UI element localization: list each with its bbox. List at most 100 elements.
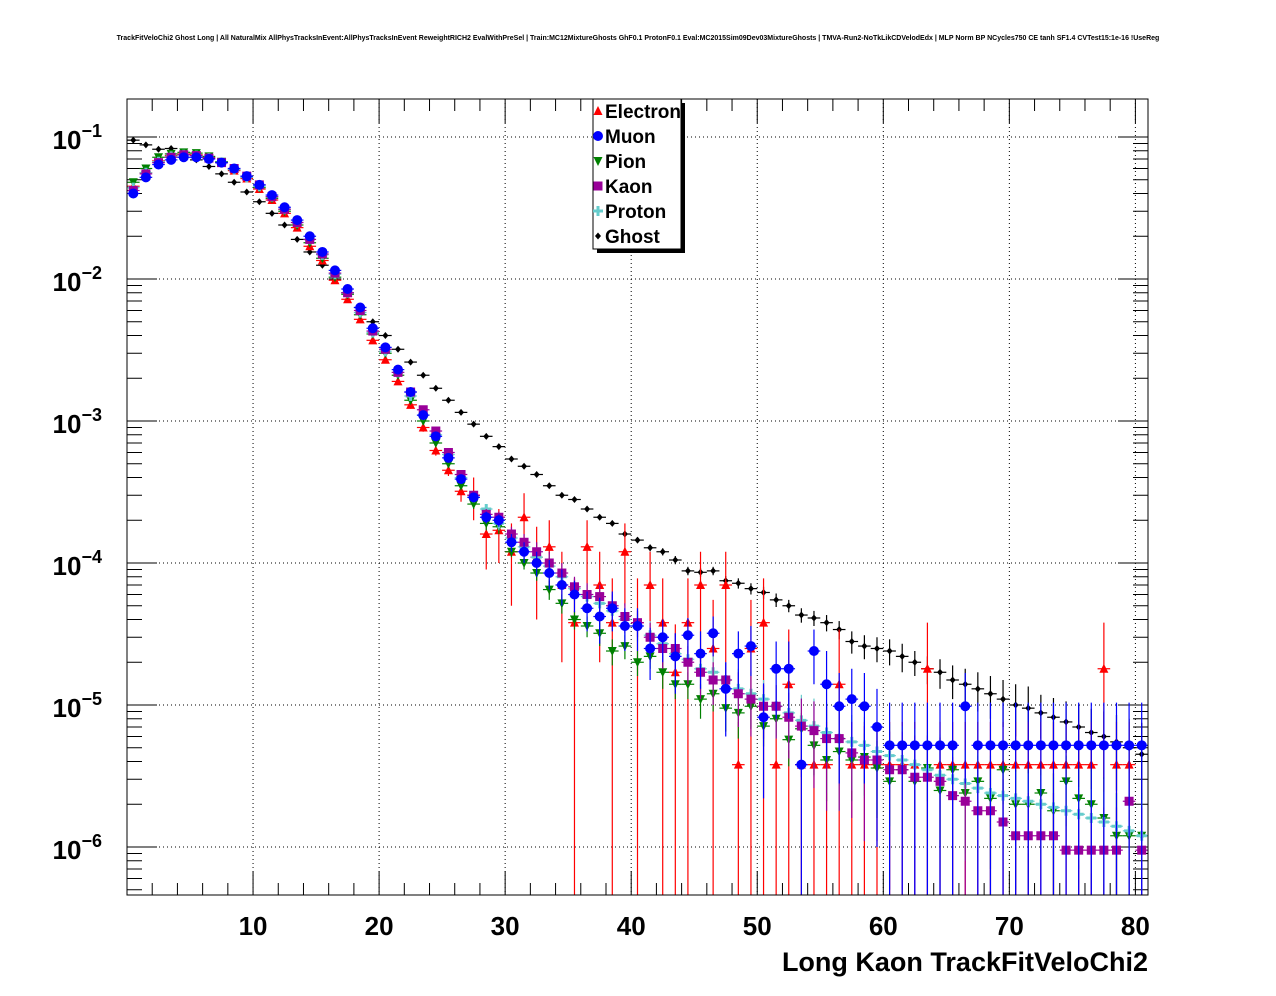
series-muon — [127, 152, 1148, 895]
y-tick-label: 10−3 — [53, 405, 102, 439]
data-point-marker — [506, 547, 516, 557]
data-point-marker — [861, 642, 868, 650]
data-point — [1047, 702, 1060, 895]
data-point — [1110, 702, 1123, 895]
y-tick-exponent: −5 — [81, 689, 102, 709]
data-point — [454, 474, 468, 485]
data-point-marker — [798, 611, 805, 619]
data-point-marker — [809, 726, 819, 736]
data-point — [278, 202, 291, 213]
data-point-marker — [420, 371, 427, 379]
data-point — [832, 673, 846, 784]
data-point — [933, 702, 947, 895]
data-point-marker — [960, 796, 970, 806]
data-point — [479, 511, 493, 524]
data-point-marker — [595, 592, 605, 602]
data-point-marker — [243, 188, 250, 196]
data-point-marker — [481, 512, 492, 523]
y-tick-base: 10 — [53, 551, 82, 581]
data-point — [744, 676, 758, 737]
data-point — [1034, 702, 1048, 895]
data-point — [631, 651, 644, 677]
data-point — [467, 420, 480, 428]
data-point-marker — [609, 519, 616, 527]
data-point — [732, 631, 745, 689]
data-point — [366, 323, 380, 334]
legend-label: Pion — [605, 152, 646, 173]
y-tick-label: 10−1 — [53, 121, 102, 155]
data-point-marker — [871, 721, 882, 732]
data-point-marker — [443, 452, 454, 463]
data-point — [996, 702, 1010, 895]
data-point-marker — [294, 235, 301, 243]
data-point — [227, 178, 241, 186]
legend-item-proton: Proton — [593, 202, 666, 223]
data-point — [391, 364, 405, 375]
data-point — [732, 721, 745, 895]
data-point-marker — [721, 579, 731, 589]
x-tick-label: 80 — [1121, 911, 1150, 941]
data-point-marker — [696, 695, 706, 705]
data-point — [202, 162, 216, 170]
data-point-marker — [469, 500, 479, 510]
data-point — [542, 559, 556, 590]
data-point-marker — [634, 536, 641, 544]
data-point — [568, 496, 581, 504]
data-point — [593, 597, 606, 644]
data-point-marker — [431, 438, 441, 448]
data-point — [807, 701, 821, 789]
data-point-marker — [481, 529, 491, 539]
data-point-marker — [733, 759, 743, 769]
data-point — [1084, 702, 1098, 895]
data-point — [908, 651, 922, 677]
data-point — [694, 631, 707, 689]
data-point-marker — [519, 559, 529, 568]
data-point — [240, 171, 254, 182]
data-point — [858, 635, 871, 660]
data-point — [341, 284, 354, 295]
data-point-marker — [796, 759, 807, 770]
data-point-marker — [683, 680, 693, 690]
data-point-marker — [810, 614, 817, 622]
data-point — [782, 599, 796, 613]
data-point — [517, 542, 531, 563]
data-point — [442, 396, 455, 404]
data-point-marker — [720, 683, 731, 694]
data-point-marker — [418, 422, 428, 432]
y-tick-base: 10 — [53, 693, 82, 723]
data-point-marker — [468, 492, 479, 503]
data-point — [1135, 702, 1148, 895]
data-point — [807, 629, 821, 685]
series-layer — [127, 136, 1148, 895]
data-point-marker — [684, 567, 691, 575]
y-tick-label: 10−2 — [53, 263, 102, 297]
data-point-marker — [1136, 740, 1147, 751]
data-point — [353, 302, 367, 313]
data-point-marker — [1061, 740, 1072, 751]
data-point-marker — [696, 579, 706, 589]
data-point-marker — [178, 152, 189, 163]
legend-marker — [593, 206, 603, 216]
data-point-marker — [380, 342, 391, 353]
data-point-marker — [407, 358, 414, 366]
data-point — [593, 513, 606, 521]
data-point-marker — [937, 668, 944, 676]
legend-label: Electron — [605, 102, 681, 123]
data-point-marker — [783, 663, 794, 674]
data-point-marker — [746, 694, 756, 704]
x-tick-label: 70 — [995, 911, 1024, 941]
data-point — [278, 221, 291, 229]
x-tick-label: 50 — [743, 911, 772, 941]
data-point — [656, 548, 670, 556]
data-point — [605, 639, 619, 666]
data-point-marker — [241, 171, 252, 182]
data-point — [757, 683, 770, 799]
data-point — [870, 688, 884, 847]
data-point-marker — [569, 589, 580, 600]
y-tick-base: 10 — [53, 835, 82, 865]
data-point-marker — [771, 759, 781, 769]
data-point-marker — [445, 396, 452, 404]
data-point-marker — [846, 694, 857, 705]
data-point-marker — [683, 657, 693, 667]
data-point-marker — [533, 470, 540, 478]
